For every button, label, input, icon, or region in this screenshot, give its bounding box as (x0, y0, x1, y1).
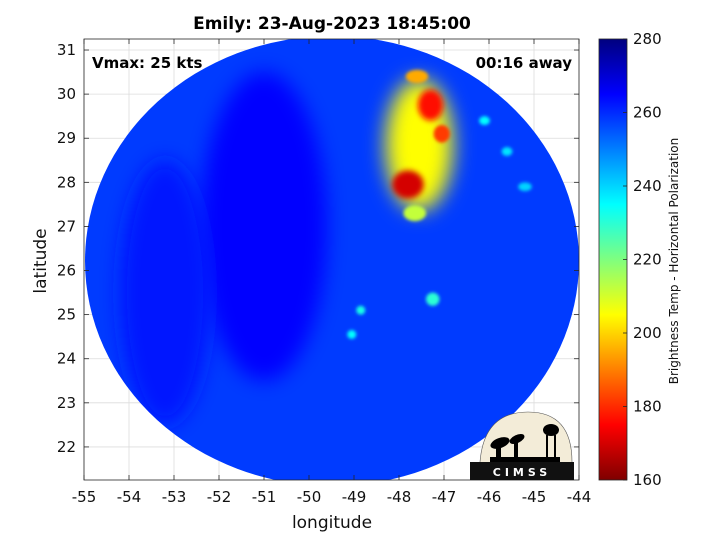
y-axis-label: latitude (31, 228, 51, 293)
brightness-feature (201, 72, 327, 381)
colorbar (598, 38, 628, 481)
x-tick-label: -45 (522, 488, 547, 506)
x-tick-label: -49 (342, 488, 367, 506)
x-tick-label: -48 (387, 488, 412, 506)
x-tick-label: -54 (117, 488, 142, 506)
x-tick-label: -55 (72, 488, 97, 506)
cimss-logo: CIMSS (470, 411, 574, 481)
colorbar-tick-label: 160 (633, 471, 662, 489)
brightness-feature (392, 170, 424, 199)
x-tick-label: -50 (297, 488, 322, 506)
colorbar-tick-label: 200 (633, 324, 662, 342)
brightness-feature (417, 89, 444, 121)
x-tick-label: -47 (432, 488, 457, 506)
brightness-feature (518, 182, 532, 192)
brightness-feature (403, 205, 426, 222)
colorbar-tick-label: 260 (633, 104, 662, 122)
y-tick-label: 30 (57, 85, 76, 103)
y-tick-label: 25 (57, 306, 76, 324)
brightness-feature (347, 330, 357, 339)
y-tick-label: 24 (57, 350, 76, 368)
axes-frame (83, 38, 580, 481)
x-tick-label: -44 (567, 488, 592, 506)
x-axis-label: longitude (292, 513, 372, 533)
colorbar-tick-label: 180 (633, 398, 662, 416)
y-tick-label: 23 (57, 394, 76, 412)
colorbar-tick-label: 280 (633, 30, 662, 48)
y-tick-label: 22 (57, 438, 76, 456)
y-axis-ticks: 22 23 24 25 26 27 28 29 30 31 (57, 41, 579, 456)
y-tick-label: 26 (57, 262, 76, 280)
y-tick-label: 28 (57, 173, 76, 191)
x-tick-label: -51 (252, 488, 277, 506)
colorbar-tick-label: 220 (633, 251, 662, 269)
colorbar-tick-label: 240 (633, 177, 662, 195)
brightness-feature (426, 292, 440, 306)
brightness-feature (120, 160, 210, 425)
y-tick-label: 27 (57, 217, 76, 235)
brightness-feature (501, 147, 513, 156)
logo-text: CIMSS (493, 466, 551, 479)
brightness-features (120, 69, 532, 425)
y-tick-label: 31 (57, 41, 76, 59)
time-away-annotation: 00:16 away (476, 54, 573, 72)
brightness-swath (85, 39, 579, 480)
x-axis-ticks: -55 -54 -53 -52 -51 -50 -49 -48 -47 -46 -45 -44 (72, 39, 592, 506)
y-tick-label: 29 (57, 129, 76, 147)
colorbar-label: Brightness Temp - Horizontal Polarizatio… (667, 138, 681, 385)
brightness-feature (479, 116, 490, 125)
vmax-annotation: Vmax: 25 kts (92, 54, 202, 72)
x-tick-label: -53 (162, 488, 187, 506)
x-tick-label: -52 (207, 488, 232, 506)
brightness-feature (433, 124, 450, 143)
chart-title: Emily: 23-Aug-2023 18:45:00 (193, 14, 471, 34)
brightness-feature (356, 305, 366, 315)
brightness-feature (405, 69, 429, 84)
x-tick-label: -46 (477, 488, 502, 506)
colorbar-ticks: 160 180 200 220 240 260 280 (623, 30, 662, 489)
